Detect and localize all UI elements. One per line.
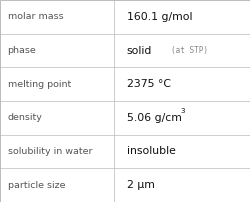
Text: molar mass: molar mass <box>8 12 63 21</box>
Text: solubility in water: solubility in water <box>8 147 92 156</box>
Text: density: density <box>8 113 42 122</box>
Text: 3: 3 <box>180 108 184 114</box>
Text: phase: phase <box>8 46 36 55</box>
Text: (at STP): (at STP) <box>170 46 207 55</box>
Text: 5.06 g/cm: 5.06 g/cm <box>126 113 181 123</box>
Text: insoluble: insoluble <box>126 146 175 157</box>
Text: 2 μm: 2 μm <box>126 180 154 190</box>
Text: 160.1 g/mol: 160.1 g/mol <box>126 12 192 22</box>
Text: 2375 °C: 2375 °C <box>126 79 170 89</box>
Text: solid: solid <box>126 45 152 56</box>
Text: particle size: particle size <box>8 181 65 190</box>
Text: melting point: melting point <box>8 80 70 89</box>
